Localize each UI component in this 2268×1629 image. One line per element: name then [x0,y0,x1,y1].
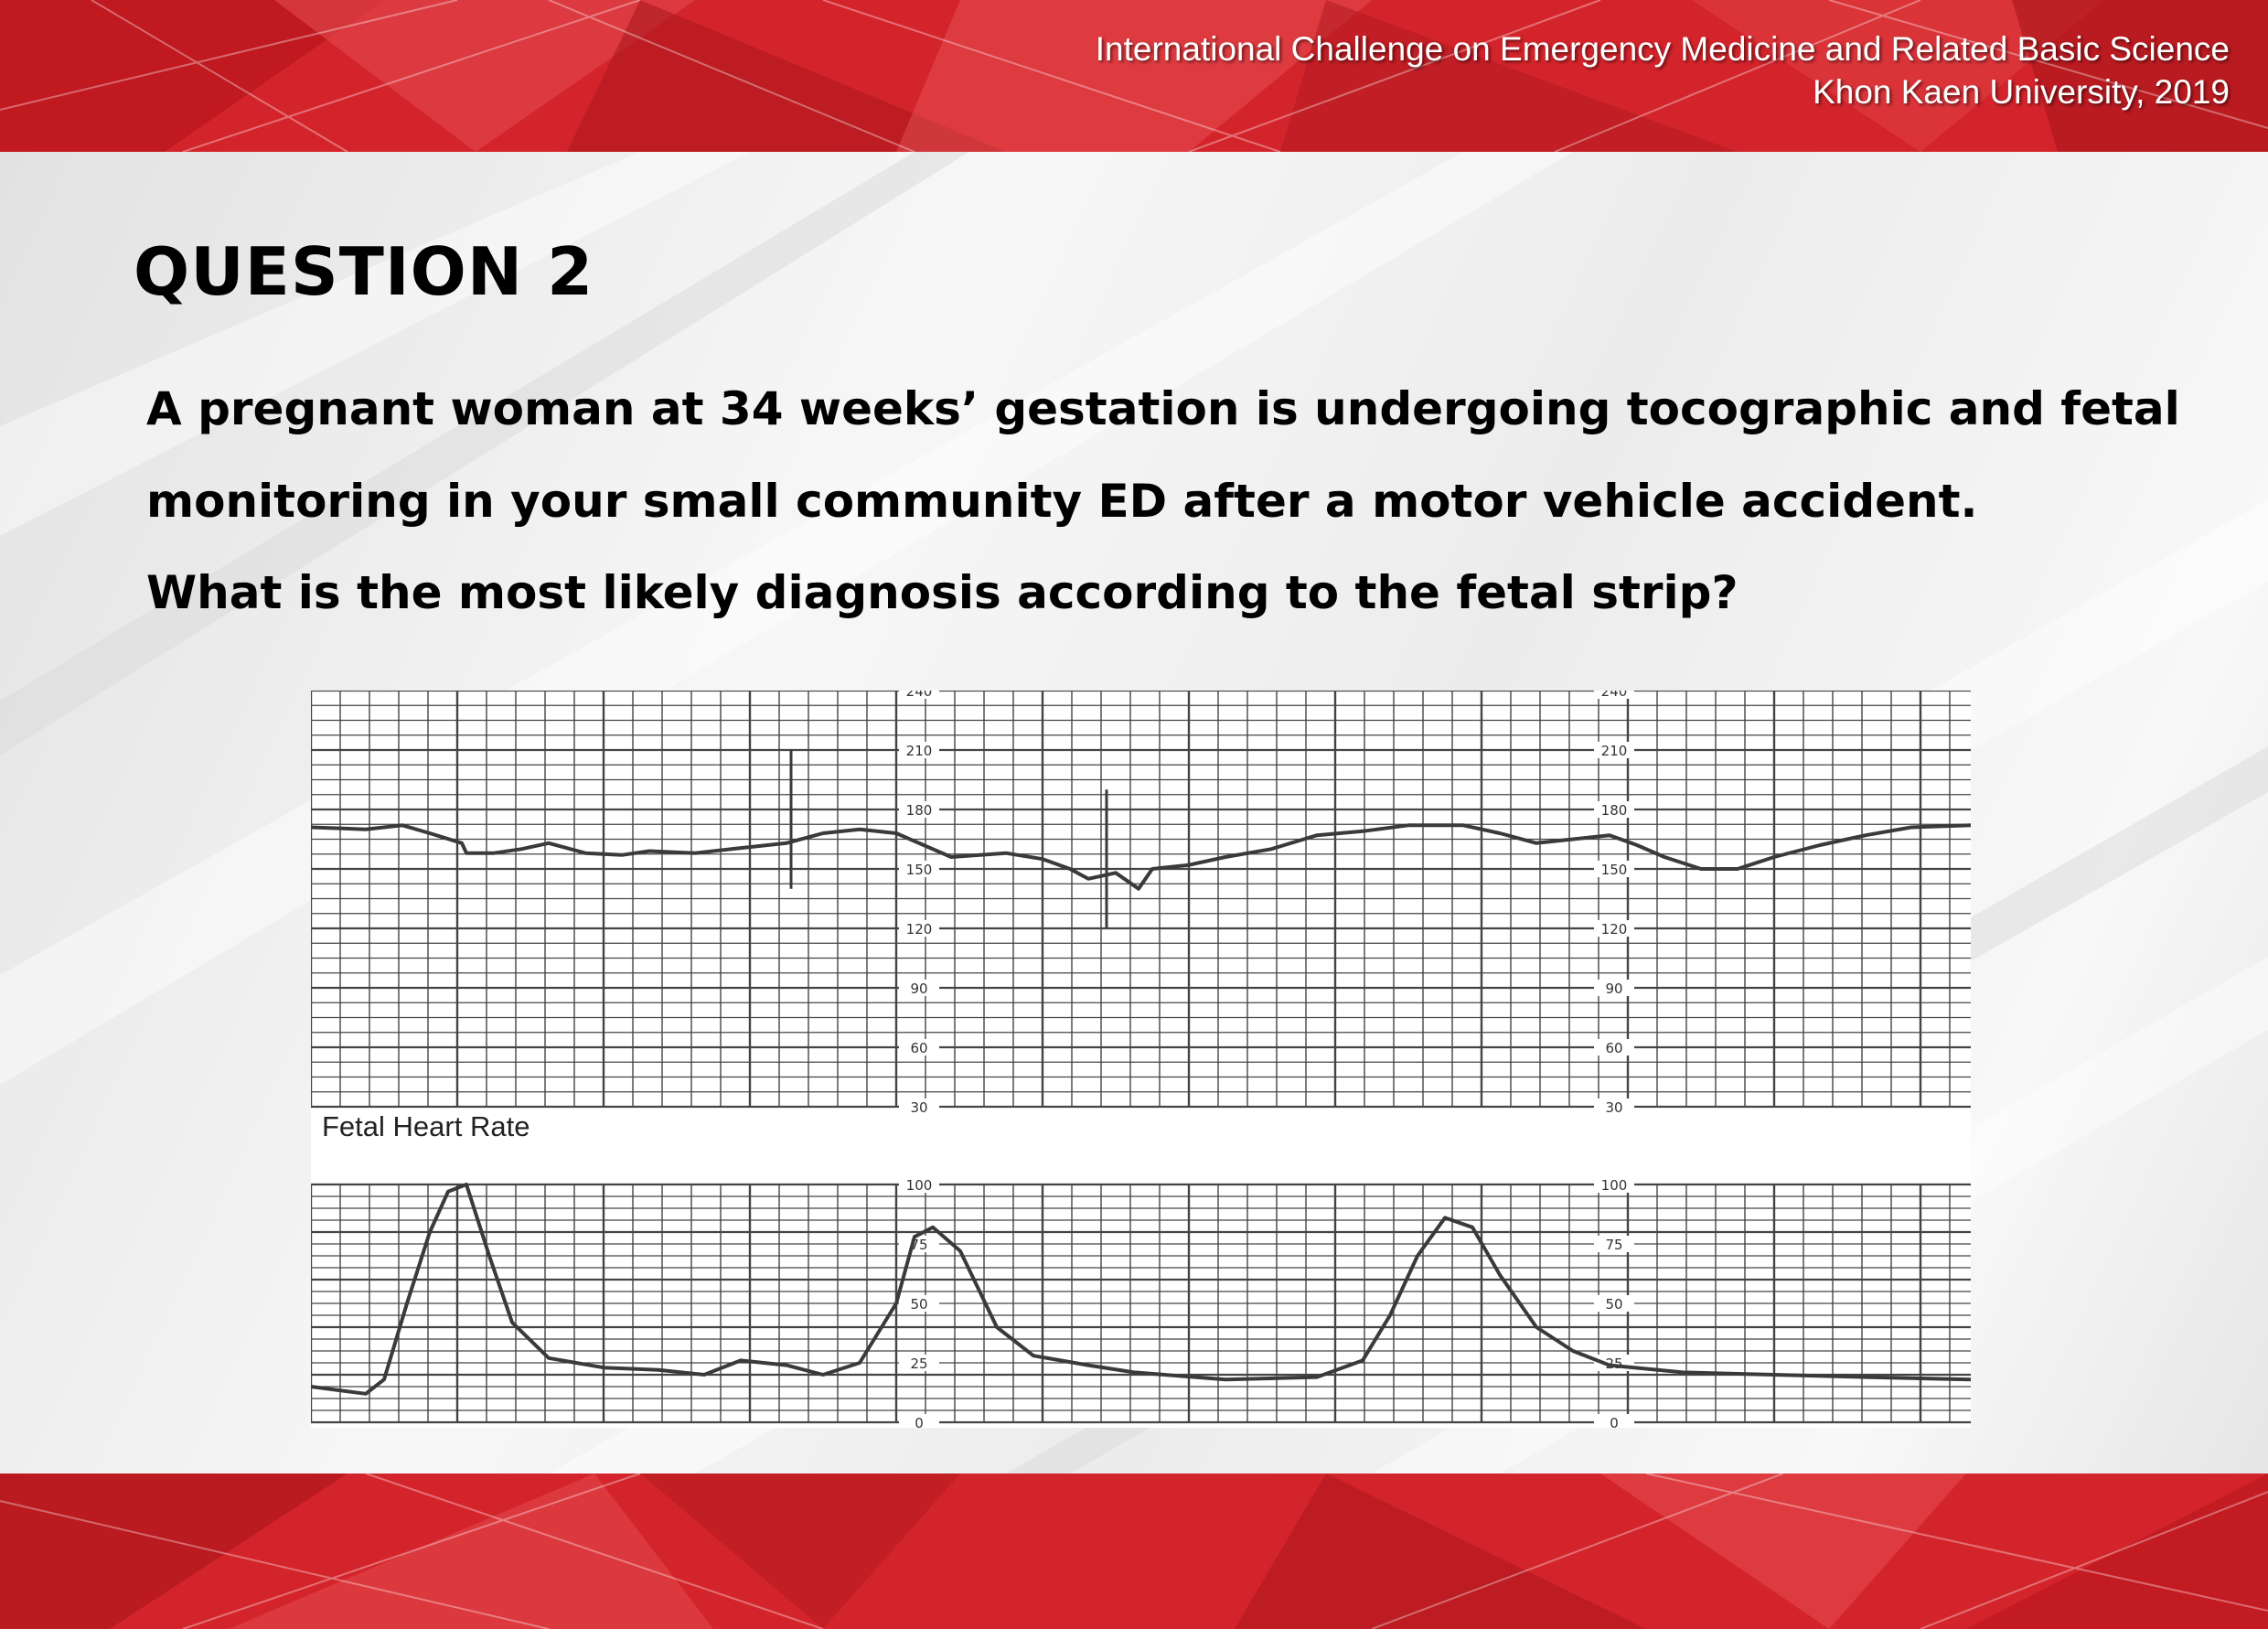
fhr-ticks-label-120-1: 120 [1601,921,1628,938]
header-banner: International Challenge on Emergency Med… [0,0,2268,152]
toco-ticks-label-50-1: 50 [1605,1296,1622,1313]
fhr-ticks-label-180-0: 180 [906,802,933,819]
toco-ticks-label-100-1: 100 [1601,1177,1628,1194]
fhr-ticks-label-240-0: 240 [906,691,933,700]
fhr-ticks-label-90-0: 90 [910,981,927,997]
fhr-ticks-label-150-0: 150 [906,862,933,878]
question-text-line-1: A pregnant woman at 34 weeks’ gestation … [146,382,2180,435]
fhr-ticks-label-180-1: 180 [1601,802,1628,819]
fhr-ticks-label-210-1: 210 [1601,743,1628,759]
fhr-tick-labels: 240 240 210 210 180 180 150 150 120 120 90 90 60 60 30… [899,691,1634,1116]
conference-title: International Challenge on Emergency Med… [1095,30,2230,68]
question-text-line-2: monitoring in your small community ED af… [146,475,1978,528]
fhr-label: Fetal Heart Rate [318,1110,534,1143]
footer-pattern [0,1474,2268,1629]
fhr-ticks-label-30-0: 30 [910,1099,927,1116]
conference-header: International Challenge on Emergency Med… [1096,27,2230,113]
fhr-ticks-label-60-1: 60 [1605,1040,1622,1056]
fhr-ticks-label-240-1: 240 [1601,691,1628,700]
footer-banner [0,1474,2268,1629]
toco-ticks-label-25-0: 25 [910,1356,927,1372]
toco-grid [311,1183,1971,1424]
fhr-ticks-label-150-1: 150 [1601,862,1628,878]
toco-trace [311,1183,1971,1396]
toco-ticks-label-0-0: 0 [915,1415,924,1428]
fhr-ticks-label-120-0: 120 [906,921,933,938]
toco-ticks-label-0-1: 0 [1610,1415,1619,1428]
toco-ticks-label-100-0: 100 [906,1177,933,1194]
conference-venue: Khon Kaen University, 2019 [1813,73,2230,111]
fhr-grid [311,691,1971,1109]
question-title: QUESTION 2 [134,233,594,310]
fhr-artifact-spikes [789,750,1108,928]
question-text-line-3: What is the most likely diagnosis accord… [146,566,1738,619]
toco-ticks-label-50-0: 50 [910,1296,927,1313]
fetal-monitor-strip: 240 240 210 210 180 180 150 150 120 120 90 90 60 60 30… [311,691,1971,1428]
toco-ticks-label-75-1: 75 [1605,1237,1622,1253]
fhr-trace [311,823,1971,891]
fhr-ticks-label-210-0: 210 [906,743,933,759]
fhr-ticks-label-30-1: 30 [1605,1099,1622,1116]
fhr-ticks-label-90-1: 90 [1605,981,1622,997]
fhr-ticks-label-60-0: 60 [910,1040,927,1056]
banner-pattern [0,0,2268,152]
